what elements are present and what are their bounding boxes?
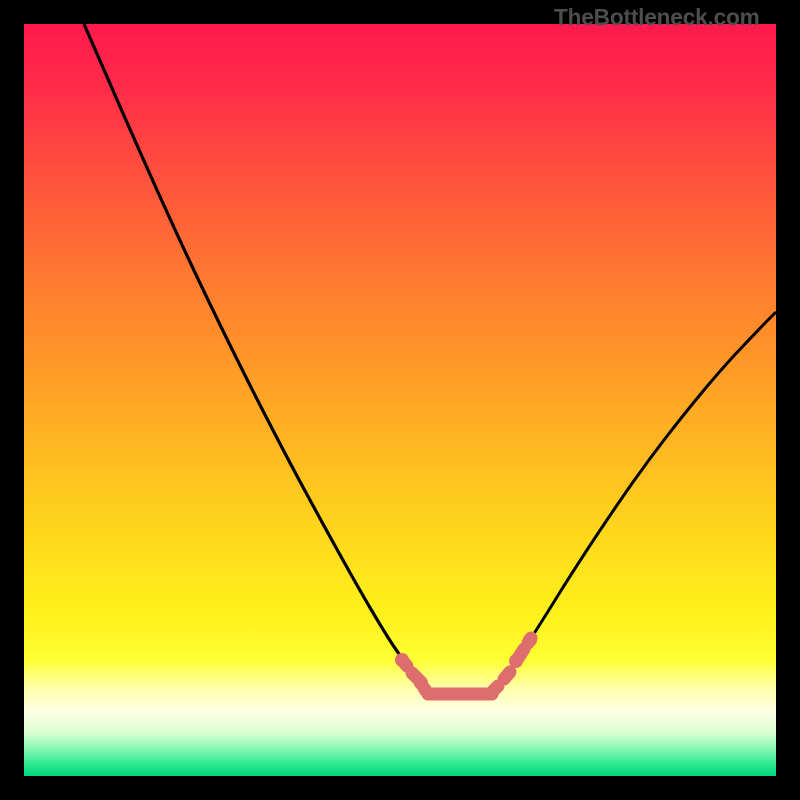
watermark-text: TheBottleneck.com [554,4,760,31]
plot-area [24,24,776,776]
bottleneck-chart [0,0,800,800]
